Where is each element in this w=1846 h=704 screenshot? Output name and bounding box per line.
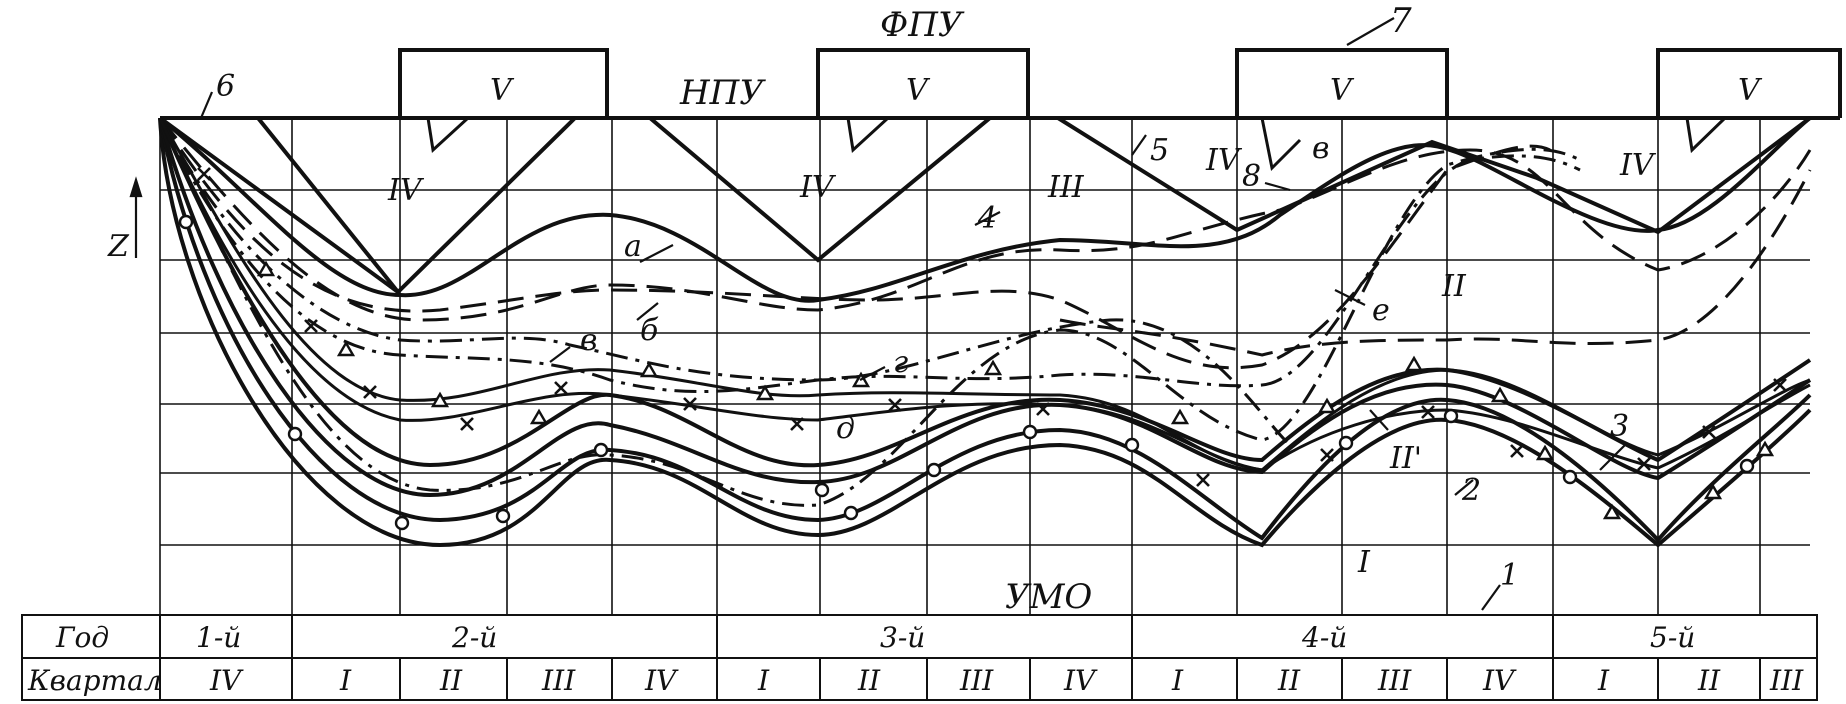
year-4: 4-й: [1301, 621, 1347, 654]
label-fpu: ФПУ: [880, 5, 965, 45]
fpu-boxes: [398, 48, 1842, 118]
label-2: 2: [1461, 473, 1481, 508]
quarter-cell: I: [1171, 664, 1184, 697]
label-umo: УМО: [1005, 577, 1092, 617]
year-1: 1-й: [196, 621, 241, 654]
label-6: 6: [216, 69, 235, 104]
label-g: г: [893, 345, 908, 380]
triangle-markers: [256, 260, 1775, 520]
quarter-cell: I: [339, 664, 352, 697]
zone-ii: II: [1441, 269, 1467, 304]
labels: ФПУ НПУ УМО Z 6 7 5 8 4 3 2 1 а б в в г …: [107, 1, 1629, 617]
label-v-curve: в: [580, 323, 597, 358]
quarter-cell: II: [439, 664, 463, 697]
zone-iv-3: IV: [1205, 143, 1243, 178]
notches: [426, 116, 1727, 172]
label-1: 1: [1500, 558, 1519, 593]
zone-v-2: V: [906, 73, 931, 108]
zone-v-1: V: [490, 73, 515, 108]
zone-v-3: V: [1330, 73, 1355, 108]
label-e: е: [1372, 293, 1390, 328]
zone-i: I: [1357, 545, 1371, 580]
quarter-cell: III: [541, 664, 576, 697]
label-4: 4: [977, 201, 997, 236]
dash-dot-curves: [158, 117, 1581, 507]
quarter-cell: III: [1377, 664, 1412, 697]
label-8: 8: [1242, 159, 1261, 194]
label-a: а: [624, 229, 642, 264]
dashed-curves: [158, 117, 1812, 370]
leader-lines: [199, 17, 1626, 611]
label-ii-prime: II': [1389, 441, 1422, 476]
label-5: 5: [1150, 133, 1169, 168]
year-header: Год: [55, 621, 109, 654]
zone-iii: III: [1047, 170, 1085, 205]
quarter-cell: I: [1597, 664, 1610, 697]
marked-curves: [158, 117, 1811, 472]
year-3: 3-й: [880, 621, 925, 654]
label-b: б: [640, 313, 659, 348]
year-5: 5-й: [1650, 621, 1695, 654]
npu-rule-curve: [158, 116, 1840, 295]
cross-markers: [197, 167, 1787, 487]
zone-iv-2: IV: [799, 170, 837, 205]
quarter-cell: II: [857, 664, 881, 697]
quarter-cell: II: [1277, 664, 1301, 697]
quarter-cell: III: [1769, 664, 1804, 697]
year-2: 2-й: [451, 621, 497, 654]
label-z-axis: Z: [107, 229, 130, 264]
zone-v-4: V: [1738, 73, 1763, 108]
zone-iv-4: IV: [1619, 148, 1657, 183]
quarter-cell: IV: [1482, 664, 1517, 697]
zone-labels: V V V V IV IV IV IV III II I: [387, 73, 1763, 580]
label-7: 7: [1390, 1, 1412, 41]
label-3: 3: [1610, 409, 1629, 444]
label-d: д: [836, 411, 855, 446]
time-table: Год Квартал 1-й 2-й 3-й 4-й 5-й IV I II …: [21, 614, 1818, 701]
label-v-notch: в: [1312, 131, 1329, 166]
circle-markers: [178, 214, 1755, 531]
quarter-header: Квартал: [27, 664, 162, 697]
z-axis-arrow: [129, 176, 143, 258]
quarter-cell: IV: [1063, 664, 1098, 697]
quarter-cell: III: [959, 664, 994, 697]
zone-iv-1: IV: [387, 173, 425, 208]
quarter-cell: II: [1697, 664, 1721, 697]
quarter-cell: IV: [644, 664, 679, 697]
quarter-cell: I: [757, 664, 770, 697]
label-npu: НПУ: [679, 73, 766, 113]
quarter-cell: IV: [209, 664, 244, 697]
